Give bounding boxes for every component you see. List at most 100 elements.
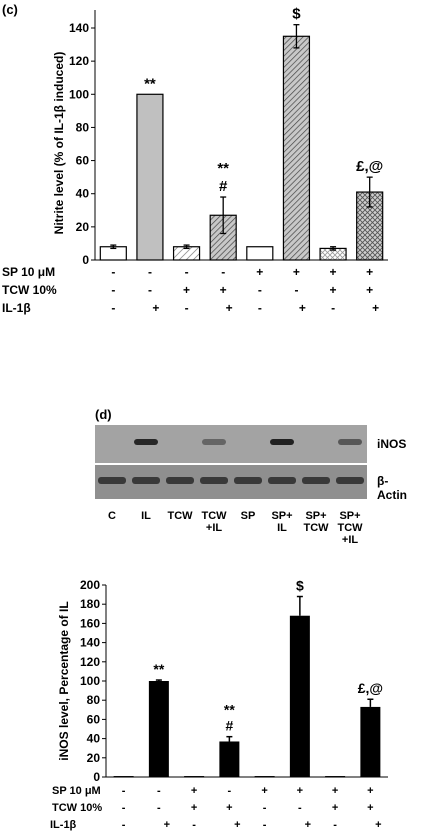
condition-sign: + <box>226 301 233 315</box>
lane-label: SP+ TCW +IL <box>337 510 363 546</box>
condition-sign: - <box>185 265 189 279</box>
y-tick-label: 140 <box>69 21 89 35</box>
condition-sign: - <box>298 802 302 814</box>
inos-band <box>134 439 158 445</box>
condition-sign: + <box>220 283 227 297</box>
condition-sign: - <box>157 802 161 814</box>
condition-sign: + <box>366 265 373 279</box>
condition-sign: + <box>305 819 311 831</box>
bar <box>282 35 311 261</box>
condition-sign: + <box>330 265 337 279</box>
condition-sign: + <box>261 785 267 797</box>
inos-band <box>338 439 362 445</box>
actin-band <box>98 477 126 484</box>
bar <box>148 681 169 777</box>
panel-label-d: (d) <box>95 407 112 422</box>
condition-sign: + <box>372 301 379 315</box>
y-tick-label: 100 <box>80 674 100 688</box>
condition-sign: - <box>333 819 337 831</box>
y-tick-label: 160 <box>80 616 100 630</box>
condition-sign: + <box>191 785 197 797</box>
chart-c: 0 20 40 60 80 100 120 140 Nitrite level (% of IL… <box>2 6 388 315</box>
y-tick-label: 120 <box>69 54 89 68</box>
condition-sign: - <box>221 265 225 279</box>
condition-sign: + <box>226 802 232 814</box>
condition-sign: - <box>122 802 126 814</box>
bar <box>219 741 240 777</box>
western-blot: iNOS β-Actin <box>95 425 407 503</box>
condition-sign: - <box>263 802 267 814</box>
condition-sign: - <box>122 819 126 831</box>
y-tick-label: 40 <box>76 187 90 201</box>
y-axis-label: Nitrite level (% of IL-1β induced) <box>52 52 66 235</box>
significance-label: $ <box>296 578 304 594</box>
condition-sign: + <box>332 802 338 814</box>
bar <box>254 776 275 778</box>
y-tick-label: 80 <box>76 120 90 134</box>
condition-sign: - <box>258 283 262 297</box>
condition-sign: + <box>299 301 306 315</box>
y-tick-label: 180 <box>80 597 100 611</box>
significance-label: # <box>225 718 233 734</box>
lane-label: SP+ IL <box>271 510 293 534</box>
condition-sign: - <box>111 301 115 315</box>
condition-sign: + <box>164 819 170 831</box>
condition-sign: + <box>256 265 263 279</box>
panel-label-c: (c) <box>2 2 18 17</box>
y-tick-label: 20 <box>76 220 90 234</box>
condition-label: IL-1β <box>2 301 31 315</box>
actin-band <box>268 477 296 484</box>
significance-label: £,@ <box>356 158 383 175</box>
significance-label: # <box>219 178 228 195</box>
y-tick-label: 200 <box>80 578 100 592</box>
lane-label: SP <box>240 510 256 522</box>
actin-band <box>200 477 228 484</box>
y-tick-label: 40 <box>87 732 101 746</box>
y-tick-label: 60 <box>87 712 101 726</box>
condition-sign: + <box>293 265 300 279</box>
lane-label: IL <box>141 510 151 522</box>
lane-label: C <box>108 510 116 522</box>
bar <box>184 776 205 778</box>
condition-sign: - <box>148 283 152 297</box>
condition-sign: + <box>297 785 303 797</box>
lane-label: SP+ TCW <box>303 510 329 534</box>
y-tick-label: 80 <box>87 693 101 707</box>
condition-sign: - <box>263 819 267 831</box>
condition-sign: + <box>191 802 197 814</box>
bar <box>113 776 134 778</box>
significance-label: ** <box>153 661 164 677</box>
condition-sign: - <box>294 283 298 297</box>
condition-label: TCW 10% <box>52 802 102 814</box>
actin-band <box>132 477 160 484</box>
blot-label-actin: β-Actin <box>377 474 407 502</box>
significance-label: £,@ <box>358 680 383 696</box>
condition-label: SP 10 μM <box>52 785 101 797</box>
y-tick-label: 20 <box>87 751 101 765</box>
y-tick-label: 100 <box>69 87 89 101</box>
actin-band <box>166 477 194 484</box>
significance-label: ** <box>224 702 235 718</box>
condition-label: TCW 10% <box>2 283 57 297</box>
y-tick-label: 0 <box>93 770 100 784</box>
bar <box>289 615 310 777</box>
chart-d: 0 20 40 60 80 100 120 140 160 180 200 iNOS level, P… <box>50 578 388 831</box>
condition-sign: + <box>332 785 338 797</box>
bar <box>246 246 274 261</box>
condition-sign: + <box>234 819 240 831</box>
condition-sign: - <box>258 301 262 315</box>
blot-label-inos: iNOS <box>377 437 407 451</box>
lane-label: TCW <box>167 510 193 522</box>
significance-label: $ <box>292 6 301 23</box>
condition-sign: - <box>111 283 115 297</box>
lane-label: TCW +IL <box>201 510 227 534</box>
actin-band <box>302 477 330 484</box>
y-tick-label: 120 <box>80 655 100 669</box>
condition-sign: - <box>111 265 115 279</box>
condition-sign: + <box>366 283 373 297</box>
condition-sign: + <box>183 283 190 297</box>
condition-sign: + <box>367 802 373 814</box>
condition-sign: + <box>367 785 373 797</box>
condition-label: SP 10 μM <box>2 265 55 279</box>
bar <box>360 706 381 777</box>
